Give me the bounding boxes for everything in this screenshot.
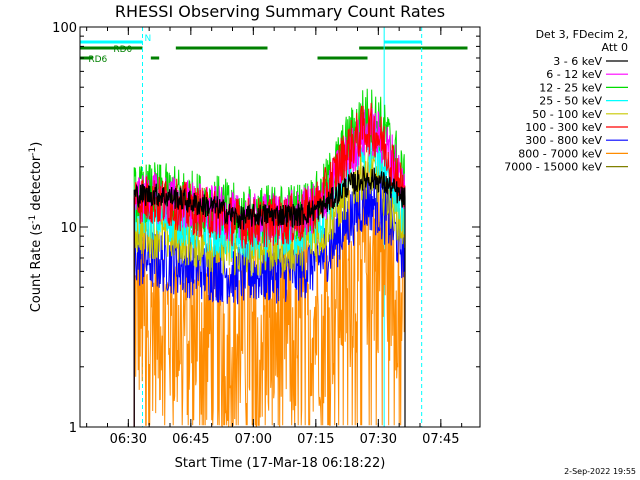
legend-header-0: Det 3, FDecim 2,: [536, 28, 628, 41]
y-tick-label-0: 1: [69, 421, 77, 436]
x-tick-label-3: 07:15: [297, 432, 334, 447]
legend-label-7: 800 - 7000 keV: [518, 147, 602, 160]
y-axis-label-end: ): [29, 142, 44, 147]
x-tick-label-4: 07:30: [360, 432, 397, 447]
y-tick-label-1: 10: [60, 221, 77, 236]
legend-label-4: 50 - 100 keV: [532, 108, 602, 121]
series-line-0: [133, 165, 406, 427]
chart-title: RHESSI Observing Summary Count Rates: [115, 2, 445, 21]
x-tick-label-0: 06:30: [110, 432, 147, 447]
legend-label-2: 12 - 25 keV: [539, 81, 602, 94]
x-tick-label-1: 06:45: [172, 432, 209, 447]
footer-timestamp: 2-Sep-2022 19:55: [564, 467, 636, 476]
y-tick-label-2: 100: [52, 21, 77, 36]
x-tick-label-2: 07:00: [235, 432, 272, 447]
series-lines: [133, 88, 406, 428]
y-axis-label-main: Count Rate (s: [29, 224, 44, 313]
y-axis-label-sup1: -1: [28, 215, 38, 224]
flag-label-rd6: RD6: [88, 55, 107, 65]
legend-label-8: 7000 - 15000 keV: [504, 161, 602, 174]
x-axis-label: Start Time (17-Mar-18 06:18:22): [175, 456, 386, 471]
flag-label-rd0: RD0: [113, 45, 132, 55]
legend-label-6: 300 - 800 keV: [525, 134, 602, 147]
flag-bars: N RD0 RD6: [80, 34, 468, 65]
legend-label-5: 100 - 300 keV: [525, 121, 602, 134]
y-axis-label-mid: detector: [29, 155, 44, 215]
legend-header-1: Att 0: [602, 41, 628, 54]
legend-label-0: 3 - 6 keV: [553, 55, 602, 68]
series-line-5: [133, 102, 406, 427]
legend-label-1: 6 - 12 keV: [546, 68, 602, 81]
y-axis-label: Count Rate (s-1 detector-1): [28, 142, 44, 313]
x-tick-label-5: 07:45: [422, 432, 459, 447]
axes: 06:30 06:45 07:00 07:15 07:30 07:45 1 10 100: [52, 21, 480, 447]
y-axis-label-sup2: -1: [28, 147, 38, 156]
flag-label-n: N: [145, 34, 152, 44]
legend-label-3: 25 - 50 keV: [539, 95, 602, 108]
